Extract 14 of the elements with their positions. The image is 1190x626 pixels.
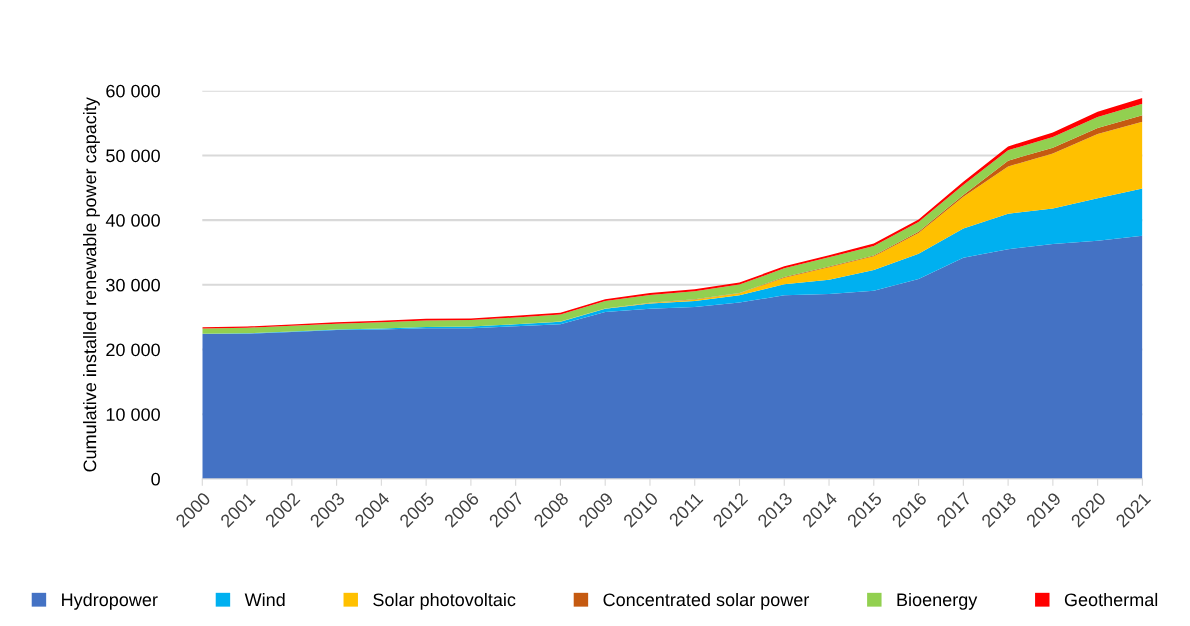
legend-label: Hydropower [62, 592, 158, 610]
y-tick-label: 40 000 [105, 214, 160, 227]
y-tick-label: 50 000 [106, 149, 160, 163]
y-tick-label: 60 000 [106, 84, 160, 98]
legend-label: Solar photovoltaic [373, 592, 516, 610]
y-tick-label: 20 000 [106, 343, 160, 357]
legend-label: Bioenergy [897, 592, 978, 610]
y-tick-label: 0 [151, 472, 160, 486]
legend-label: Concentrated solar power [603, 592, 810, 610]
y-tick-label: 10 000 [106, 408, 160, 421]
legend-label: Geothermal [1064, 592, 1158, 607]
legend-label: Wind [244, 592, 285, 607]
y-axis-title: Cumulative installed renewable power capacity [83, 97, 100, 472]
y-tick-label: 30 000 [106, 278, 160, 292]
